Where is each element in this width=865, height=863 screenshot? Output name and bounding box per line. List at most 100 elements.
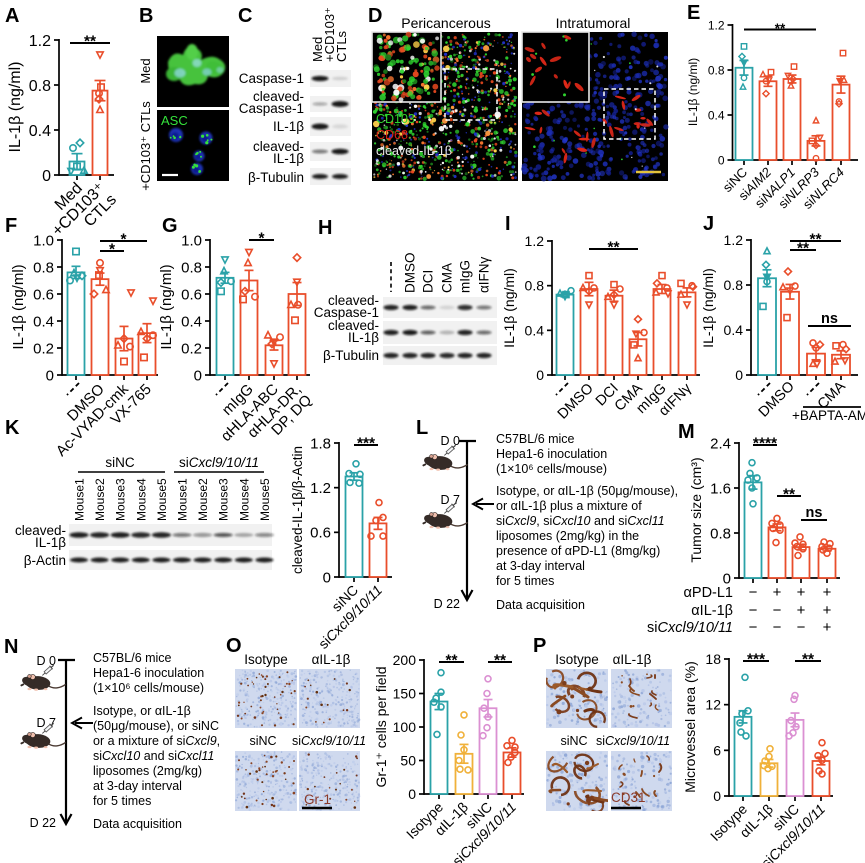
svg-text:M: M [678, 421, 695, 443]
svg-text:Med: Med [138, 58, 153, 83]
svg-text:DCI: DCI [421, 270, 436, 293]
svg-text:−: − [797, 619, 806, 636]
svg-text:1.2: 1.2 [724, 232, 744, 248]
svg-text:***: *** [747, 652, 766, 669]
svg-text:*: * [258, 231, 265, 248]
svg-text:+BAPTA-AM: +BAPTA-AM [792, 408, 865, 423]
svg-text:IL-1β: IL-1β [273, 151, 304, 166]
svg-text:+: + [773, 584, 782, 601]
svg-text:−: − [749, 602, 758, 619]
svg-text:IL-1β: IL-1β [35, 535, 66, 550]
svg-text:I: I [505, 213, 511, 235]
svg-text:Gr-1⁺ cells per field: Gr-1⁺ cells per field [373, 667, 389, 788]
svg-text:(1×10⁶ cells/mouse): (1×10⁶ cells/mouse) [93, 681, 204, 695]
svg-text:αIFNγ: αIFNγ [477, 256, 492, 293]
svg-text:for 5 times: for 5 times [93, 794, 151, 808]
svg-text:−: − [773, 619, 782, 636]
svg-text:IL-1β (ng/ml): IL-1β (ng/ml) [700, 268, 716, 348]
svg-text:at 3-day interval: at 3-day interval [496, 559, 585, 573]
svg-text:siCxcl9/10/11: siCxcl9/10/11 [292, 734, 366, 748]
svg-text:0: 0 [713, 788, 721, 804]
svg-text:Mouse5: Mouse5 [258, 478, 272, 521]
svg-text:or a mixture of siCxcl9,: or a mixture of siCxcl9, [93, 734, 220, 748]
svg-text:0.4: 0.4 [724, 322, 744, 338]
svg-text:D: D [368, 5, 382, 27]
svg-text:B: B [139, 5, 153, 27]
svg-text:0.8: 0.8 [724, 277, 744, 293]
svg-text:cleaved-IL-1β/β-Actin: cleaved-IL-1β/β-Actin [290, 446, 305, 574]
svg-text:ASC: ASC [161, 113, 188, 128]
svg-text:+: + [797, 584, 806, 601]
svg-text:presence of αPD-L1 (8mg/kg): presence of αPD-L1 (8mg/kg) [496, 544, 660, 558]
svg-text:(1×10⁶ cells/mouse): (1×10⁶ cells/mouse) [496, 462, 607, 476]
svg-text:200: 200 [393, 652, 417, 668]
svg-text:0.4: 0.4 [29, 123, 51, 140]
svg-text:Mouse1: Mouse1 [73, 478, 87, 521]
svg-text:50: 50 [400, 753, 416, 769]
svg-text:C57BL/6 mice: C57BL/6 mice [93, 651, 172, 665]
svg-text:CD103: CD103 [376, 112, 415, 126]
svg-text:1.0: 1.0 [181, 232, 202, 249]
svg-text:Mouse1: Mouse1 [176, 478, 190, 521]
svg-text:αIL-1β: αIL-1β [312, 652, 351, 667]
svg-text:Caspase-1: Caspase-1 [239, 101, 304, 116]
svg-text:−: − [749, 619, 758, 636]
svg-text:Mouse2: Mouse2 [93, 478, 107, 521]
svg-text:Hepa1-6 inoculation: Hepa1-6 inoculation [93, 666, 204, 680]
svg-text:αPD-L1: αPD-L1 [684, 585, 733, 601]
svg-text:αIL-1β: αIL-1β [691, 603, 733, 619]
svg-text:0.8: 0.8 [708, 63, 725, 77]
svg-text:Data acquisition: Data acquisition [93, 817, 182, 831]
svg-text:cleaved-: cleaved- [253, 139, 304, 154]
svg-text:IL-1β (ng/ml): IL-1β (ng/ml) [7, 62, 24, 153]
svg-text:0.4: 0.4 [708, 108, 725, 122]
svg-text:1.0: 1.0 [33, 232, 54, 249]
svg-text:C57BL/6 mice: C57BL/6 mice [496, 432, 575, 446]
svg-text:Tumor size (cm³): Tumor size (cm³) [688, 457, 704, 562]
svg-text:for 5 times: for 5 times [496, 574, 554, 588]
svg-text:Data acquisition: Data acquisition [496, 598, 585, 612]
svg-text:liposomes (2mg/kg): liposomes (2mg/kg) [93, 764, 202, 778]
svg-text:F: F [5, 215, 17, 237]
svg-text:Isotype, or αIL-1β (50μg/mouse: Isotype, or αIL-1β (50μg/mouse), [496, 484, 678, 498]
svg-text:0: 0 [323, 569, 331, 586]
svg-text:Mouse4: Mouse4 [134, 478, 148, 521]
svg-text:K: K [5, 417, 20, 439]
svg-text:**: ** [802, 652, 815, 669]
svg-text:O: O [226, 635, 242, 657]
svg-text:1.2: 1.2 [29, 33, 51, 50]
svg-text:H: H [318, 217, 332, 239]
svg-text:CTLs: CTLs [334, 30, 349, 62]
svg-text:0: 0 [194, 367, 202, 384]
svg-text:siNC: siNC [105, 455, 134, 470]
svg-text:****: **** [753, 436, 778, 453]
svg-text:D 0: D 0 [37, 654, 57, 668]
svg-text:cleaved-: cleaved- [328, 293, 379, 308]
svg-text:IL-1β: IL-1β [348, 330, 379, 345]
svg-text:**: ** [775, 21, 786, 36]
svg-text:0: 0 [735, 367, 743, 383]
svg-text:0: 0 [718, 153, 725, 167]
svg-text:siCxcl9/10/11: siCxcl9/10/11 [179, 455, 259, 470]
svg-text:***: *** [357, 436, 376, 453]
svg-text:IL-1β (ng/ml): IL-1β (ng/ml) [501, 268, 517, 348]
svg-text:siNC: siNC [560, 734, 587, 748]
svg-text:0.8: 0.8 [181, 259, 202, 276]
svg-text:Intratumoral: Intratumoral [556, 15, 631, 31]
svg-text:2.4: 2.4 [710, 435, 731, 452]
svg-text:siCxcl9, siCxcl10 and siCxcl1: siCxcl9, siCxcl10 and siCxcl11 [496, 514, 665, 528]
svg-text:L: L [416, 417, 428, 439]
svg-text:0: 0 [42, 168, 51, 185]
svg-text:J: J [703, 213, 714, 235]
svg-text:G: G [162, 215, 178, 237]
svg-text:*: * [120, 232, 127, 249]
svg-text:Hepa1-6 inoculation: Hepa1-6 inoculation [496, 447, 607, 461]
svg-text:0: 0 [536, 367, 544, 383]
svg-text:Gr-1: Gr-1 [304, 792, 331, 807]
svg-text:0.8: 0.8 [33, 259, 54, 276]
svg-text:D 22: D 22 [30, 816, 56, 830]
svg-text:A: A [5, 5, 19, 27]
svg-text:0: 0 [46, 367, 54, 384]
svg-text:6: 6 [713, 742, 721, 758]
svg-text:Caspase-1: Caspase-1 [314, 305, 379, 320]
